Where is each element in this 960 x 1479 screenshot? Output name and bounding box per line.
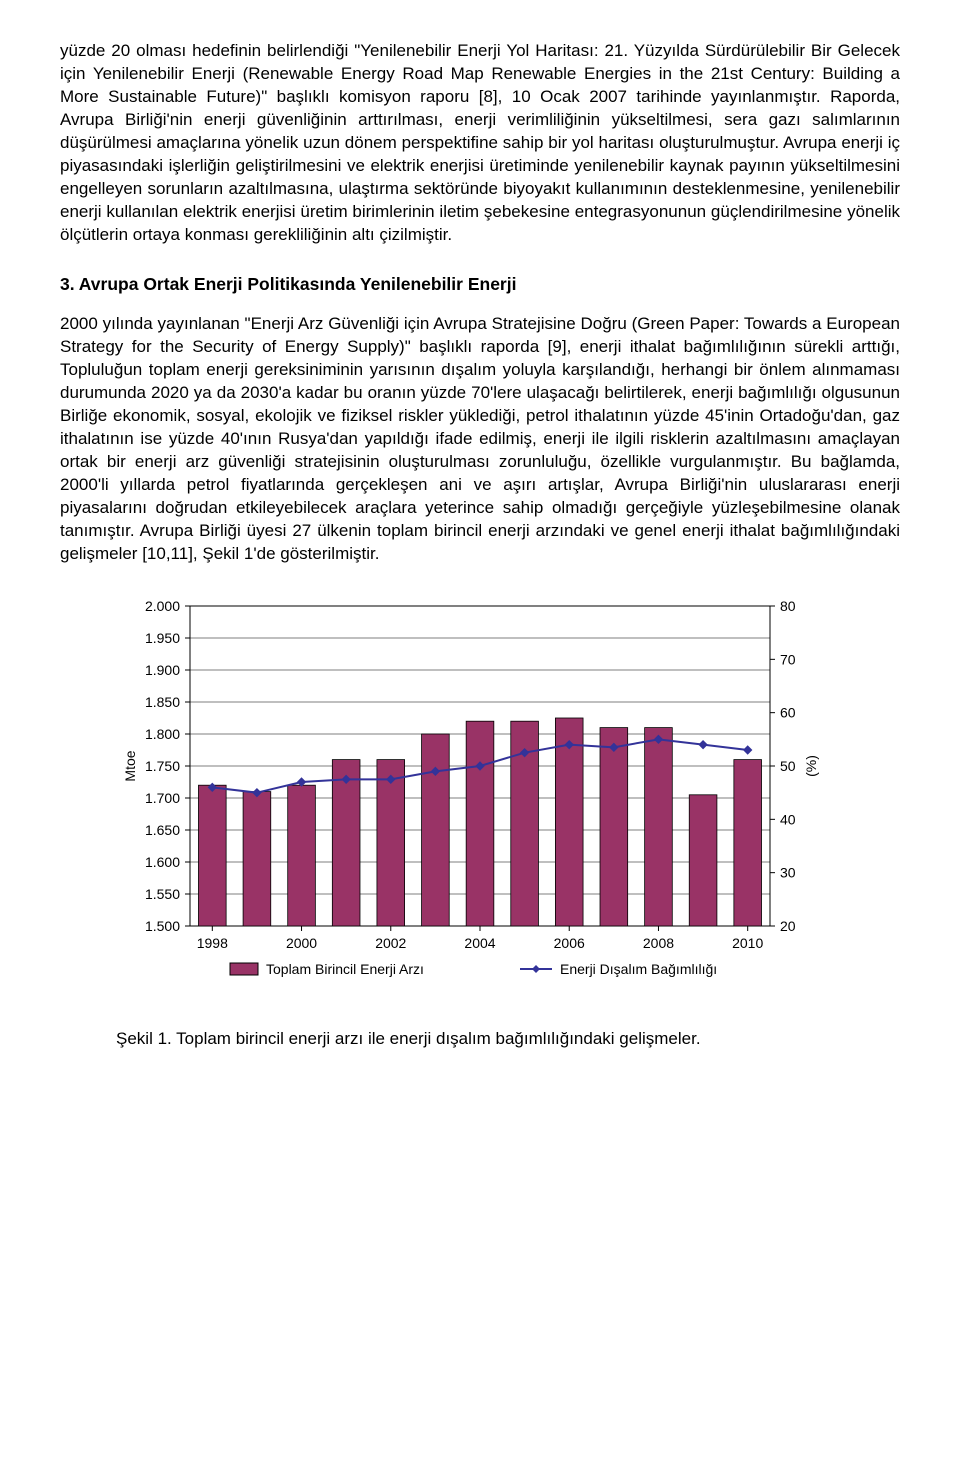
- paragraph-2: 2000 yılında yayınlanan "Enerji Arz Güve…: [60, 313, 900, 565]
- paragraph-1: yüzde 20 olması hedefinin belirlendiği "…: [60, 40, 900, 246]
- svg-text:70: 70: [780, 651, 796, 667]
- svg-text:1.650: 1.650: [145, 822, 180, 838]
- figure-caption: Şekil 1. Toplam birincil enerji arzı ile…: [60, 1029, 900, 1049]
- svg-text:2000: 2000: [286, 935, 317, 951]
- svg-text:50: 50: [780, 758, 796, 774]
- svg-text:2006: 2006: [554, 935, 585, 951]
- chart-svg: 1.500 1.550 1.600 1.650 1.700 1.750 1.800 1.850…: [110, 594, 850, 1014]
- svg-text:2010: 2010: [732, 935, 763, 951]
- svg-text:1.600: 1.600: [145, 854, 180, 870]
- svg-text:1998: 1998: [197, 935, 228, 951]
- svg-text:Enerji Dışalım Bağımlılığı: Enerji Dışalım Bağımlılığı: [560, 961, 717, 977]
- svg-text:2008: 2008: [643, 935, 674, 951]
- svg-text:2004: 2004: [464, 935, 495, 951]
- svg-text:2002: 2002: [375, 935, 406, 951]
- svg-text:(%): (%): [803, 755, 819, 777]
- svg-text:40: 40: [780, 811, 796, 827]
- svg-text:1.750: 1.750: [145, 758, 180, 774]
- svg-text:1.550: 1.550: [145, 886, 180, 902]
- svg-text:20: 20: [780, 918, 796, 934]
- svg-text:1.800: 1.800: [145, 726, 180, 742]
- svg-text:80: 80: [780, 598, 796, 614]
- svg-text:Toplam Birincil Enerji Arzı: Toplam Birincil Enerji Arzı: [266, 961, 424, 977]
- svg-text:Mtoe: Mtoe: [122, 750, 138, 781]
- svg-text:30: 30: [780, 864, 796, 880]
- svg-text:60: 60: [780, 704, 796, 720]
- svg-text:1.900: 1.900: [145, 662, 180, 678]
- svg-text:2.000: 2.000: [145, 598, 180, 614]
- svg-text:1.500: 1.500: [145, 918, 180, 934]
- svg-text:1.950: 1.950: [145, 630, 180, 646]
- svg-text:1.700: 1.700: [145, 790, 180, 806]
- chart-figure: 1.500 1.550 1.600 1.650 1.700 1.750 1.800 1.850…: [110, 594, 850, 1019]
- svg-text:1.850: 1.850: [145, 694, 180, 710]
- section-heading: 3. Avrupa Ortak Enerji Politikasında Yen…: [60, 274, 900, 295]
